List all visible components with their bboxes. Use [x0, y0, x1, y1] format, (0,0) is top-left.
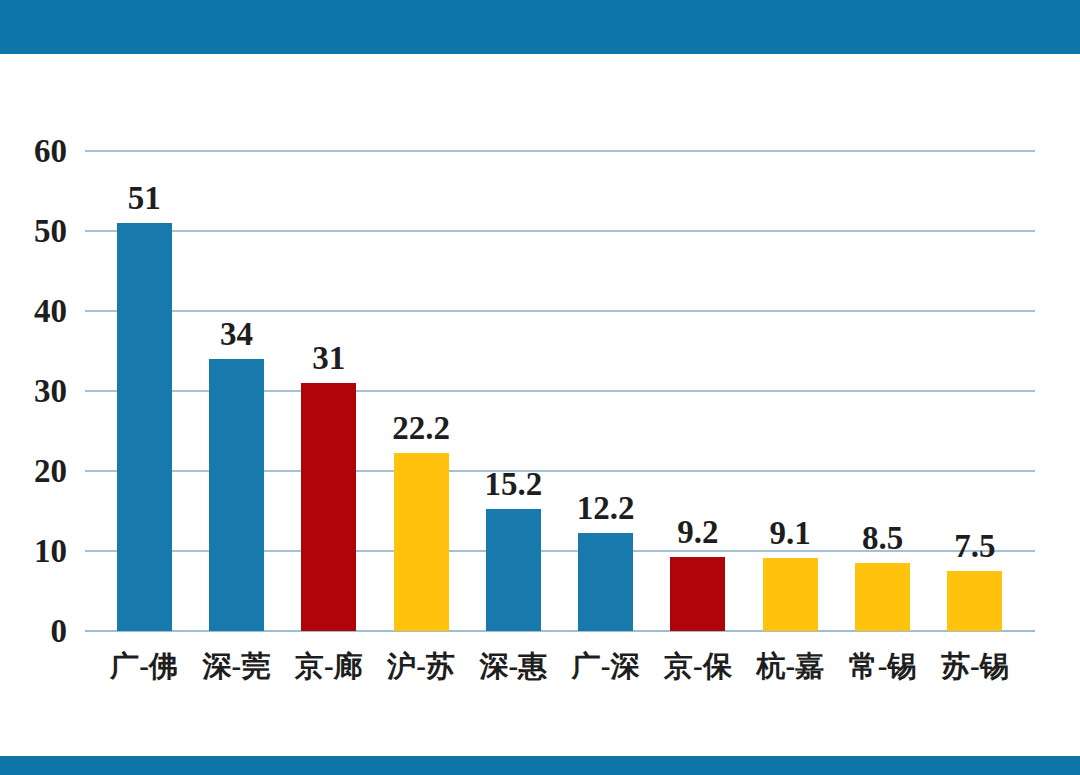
- y-tick-label-50: 50: [0, 215, 67, 248]
- bar-value-label: 31: [241, 342, 416, 375]
- bar: [209, 359, 264, 631]
- bar: [486, 509, 541, 631]
- bar-group-7: 9.2 京-保: [670, 151, 725, 631]
- bar-value-label: 7.5: [887, 530, 1062, 563]
- bar: [855, 563, 910, 631]
- top-banner: [0, 0, 1080, 54]
- y-axis-tick-labels: 0102030405060: [0, 151, 67, 631]
- bar-value-label: 22.2: [334, 412, 509, 445]
- bar-group-6: 12.2 广-深: [578, 151, 633, 631]
- bar-group-3: 31 京-廊: [301, 151, 356, 631]
- bar-group-1: 51 广-佛: [117, 151, 172, 631]
- y-tick-label-40: 40: [0, 295, 67, 328]
- bar-group-10: 7.5 苏-锡: [947, 151, 1002, 631]
- y-tick-label-30: 30: [0, 375, 67, 408]
- bar: [117, 223, 172, 631]
- bar-group-4: 22.2 沪-苏: [394, 151, 449, 631]
- bar: [947, 571, 1002, 631]
- bar-group-8: 9.1 杭-嘉: [763, 151, 818, 631]
- bar-category-label: 苏-锡: [887, 651, 1062, 683]
- bottom-banner: [0, 756, 1080, 775]
- y-tick-label-20: 20: [0, 455, 67, 488]
- bar-group-2: 34 深-莞: [209, 151, 264, 631]
- bar-group-5: 15.2 深-惠: [486, 151, 541, 631]
- y-tick-label-60: 60: [0, 135, 67, 168]
- page: 0 10 20 30 40 50 60 51 广-佛 34 深-莞 31 京-廊 22.2 …: [0, 0, 1080, 775]
- bar: [763, 558, 818, 631]
- y-tick-label-0: 0: [0, 615, 67, 648]
- y-tick-label-10: 10: [0, 535, 67, 568]
- bars-row: 51 广-佛 34 深-莞 31 京-廊 22.2 沪-苏 15.2 深-惠 1…: [98, 151, 1021, 631]
- bar: [670, 557, 725, 631]
- bar-value-label: 51: [57, 182, 232, 215]
